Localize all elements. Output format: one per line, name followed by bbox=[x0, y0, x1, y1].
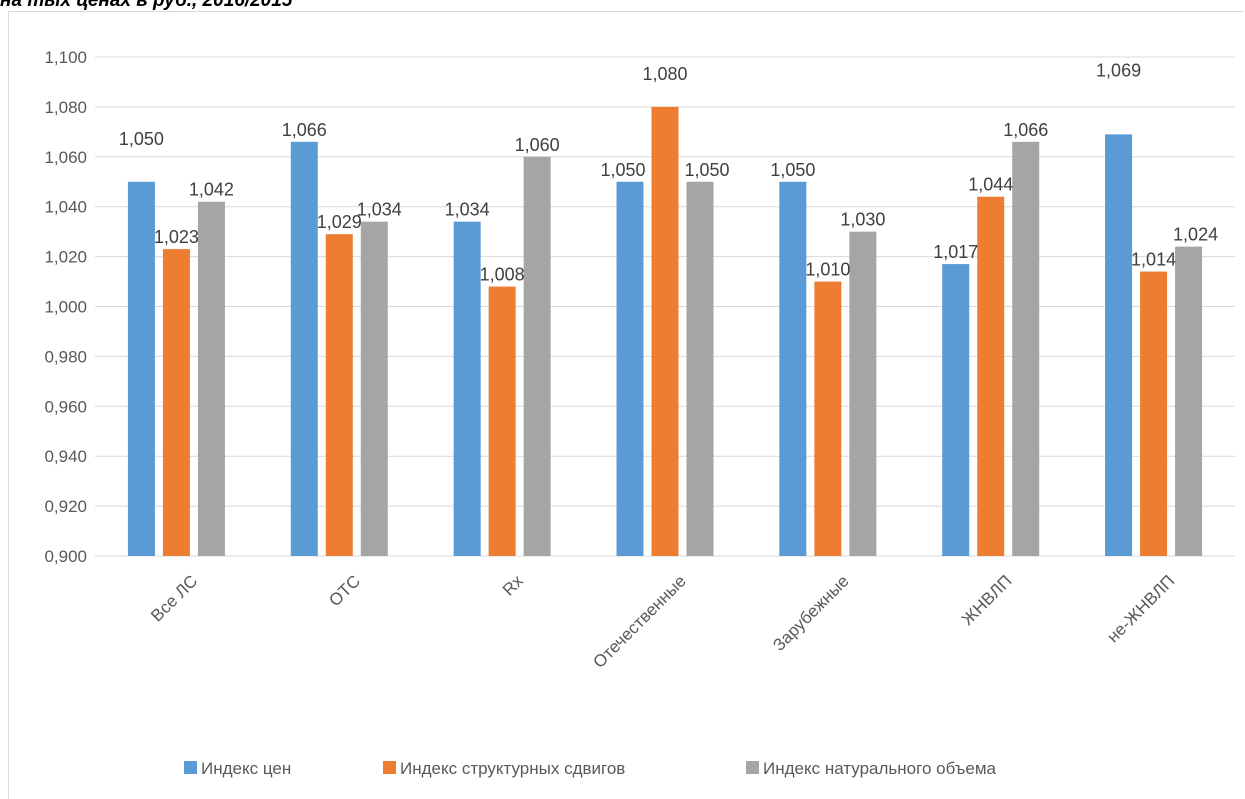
data-label: 1,050 bbox=[770, 160, 815, 180]
data-label: 1,069 bbox=[1096, 60, 1141, 80]
y-tick-label: 0,980 bbox=[44, 347, 87, 366]
legend-swatch bbox=[746, 761, 759, 774]
data-label: 1,044 bbox=[968, 175, 1013, 195]
y-tick-label: 0,900 bbox=[44, 547, 87, 566]
bar bbox=[1012, 141, 1040, 556]
x-tick-label: Отечественные bbox=[589, 571, 689, 671]
data-label: 1,030 bbox=[840, 210, 885, 230]
x-tick-label: Rx bbox=[499, 571, 527, 599]
bar bbox=[977, 196, 1005, 556]
x-tick-label: не-ЖНВЛП bbox=[1103, 571, 1178, 646]
x-axis-ticks: Все ЛС ОТС Rx Отечественные Зарубежные ЖНВЛП н… bbox=[147, 571, 1178, 672]
data-label: 1,034 bbox=[445, 200, 490, 220]
bar bbox=[453, 221, 481, 557]
data-label: 1,050 bbox=[600, 160, 645, 180]
bar bbox=[942, 264, 970, 556]
caption-fragment: на тых ценах в руб., 2016/2015 bbox=[0, 0, 293, 11]
bar bbox=[686, 181, 714, 556]
legend-label: Индекс структурных сдвигов bbox=[400, 759, 625, 778]
x-tick-label: Зарубежные bbox=[769, 571, 852, 654]
data-label: 1,034 bbox=[357, 200, 402, 220]
bar bbox=[849, 231, 877, 556]
bar bbox=[1175, 246, 1203, 556]
bar bbox=[1105, 134, 1133, 556]
y-tick-label: 1,000 bbox=[44, 298, 87, 317]
bar bbox=[523, 156, 551, 557]
data-label: 1,014 bbox=[1131, 250, 1176, 270]
bar bbox=[488, 286, 516, 556]
bar bbox=[814, 281, 842, 556]
data-label: 1,060 bbox=[515, 135, 560, 155]
bars bbox=[127, 106, 1203, 557]
bar bbox=[616, 181, 644, 556]
y-tick-label: 1,100 bbox=[44, 48, 87, 67]
data-label: 1,017 bbox=[933, 242, 978, 262]
bar bbox=[127, 181, 155, 556]
data-label: 1,042 bbox=[189, 180, 234, 200]
legend-label: Индекс цен bbox=[201, 759, 291, 778]
legend: Индекс цен Индекс структурных сдвигов Инде… bbox=[184, 759, 997, 778]
data-label: 1,080 bbox=[642, 64, 687, 84]
legend-label: Индекс натурального объема bbox=[763, 759, 997, 778]
data-label: 1,050 bbox=[684, 160, 729, 180]
data-label: 1,066 bbox=[282, 120, 327, 140]
y-tick-label: 1,040 bbox=[44, 198, 87, 217]
bar bbox=[197, 201, 225, 556]
y-tick-label: 1,020 bbox=[44, 248, 87, 267]
y-tick-label: 1,060 bbox=[44, 148, 87, 167]
data-label: 1,024 bbox=[1173, 225, 1218, 245]
x-tick-label: ОТС bbox=[325, 571, 364, 610]
legend-swatch bbox=[383, 761, 396, 774]
y-tick-label: 0,960 bbox=[44, 397, 87, 416]
y-tick-label: 0,940 bbox=[44, 447, 87, 466]
data-label: 1,050 bbox=[119, 129, 164, 149]
bar bbox=[779, 181, 807, 556]
legend-swatch bbox=[184, 761, 197, 774]
data-label: 1,023 bbox=[154, 227, 199, 247]
bar bbox=[290, 141, 318, 556]
bar bbox=[325, 234, 353, 556]
y-tick-label: 1,080 bbox=[44, 98, 87, 117]
data-label: 1,008 bbox=[480, 265, 525, 285]
bar bbox=[651, 106, 679, 557]
x-tick-label: Все ЛС bbox=[147, 571, 201, 625]
bar bbox=[162, 249, 190, 557]
data-label: 1,010 bbox=[805, 260, 850, 280]
data-label: 1,066 bbox=[1003, 120, 1048, 140]
data-label: 1,029 bbox=[317, 212, 362, 232]
y-tick-label: 0,920 bbox=[44, 497, 87, 516]
x-tick-label: ЖНВЛП bbox=[958, 571, 1016, 629]
bar bbox=[1140, 271, 1168, 556]
y-axis-ticks: 0,900 0,920 0,940 0,960 0,980 1,000 1,020 1,040… bbox=[44, 48, 87, 566]
bar bbox=[360, 221, 388, 557]
